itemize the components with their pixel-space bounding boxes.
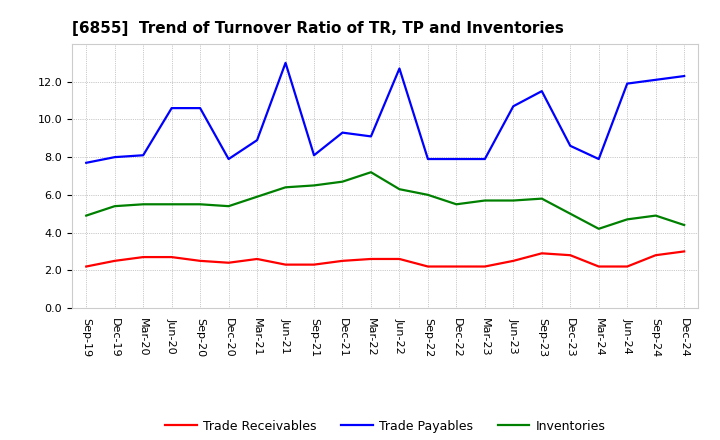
Inventories (338, 179, 347, 184)
Trade Receivables (595, 264, 603, 269)
Trade Receivables (196, 258, 204, 264)
Inventories (537, 196, 546, 201)
Trade Receivables (167, 254, 176, 260)
Inventories (623, 217, 631, 222)
Trade Payables (366, 134, 375, 139)
Trade Receivables (366, 257, 375, 262)
Inventories (82, 213, 91, 218)
Trade Payables (282, 60, 290, 66)
Trade Receivables (310, 262, 318, 267)
Trade Payables (452, 156, 461, 161)
Trade Receivables (139, 254, 148, 260)
Trade Payables (338, 130, 347, 135)
Legend: Trade Receivables, Trade Payables, Inventories: Trade Receivables, Trade Payables, Inven… (161, 414, 610, 437)
Inventories (566, 211, 575, 216)
Trade Receivables (225, 260, 233, 265)
Trade Receivables (282, 262, 290, 267)
Inventories (282, 185, 290, 190)
Inventories (225, 204, 233, 209)
Trade Payables (509, 103, 518, 109)
Trade Receivables (338, 258, 347, 264)
Trade Payables (395, 66, 404, 71)
Trade Payables (110, 154, 119, 160)
Inventories (395, 187, 404, 192)
Inventories (452, 202, 461, 207)
Inventories (310, 183, 318, 188)
Trade Receivables (82, 264, 91, 269)
Trade Payables (139, 153, 148, 158)
Trade Payables (423, 156, 432, 161)
Inventories (480, 198, 489, 203)
Inventories (366, 169, 375, 175)
Trade Payables (652, 77, 660, 82)
Inventories (167, 202, 176, 207)
Trade Payables (537, 88, 546, 94)
Text: [6855]  Trend of Turnover Ratio of TR, TP and Inventories: [6855] Trend of Turnover Ratio of TR, TP… (72, 21, 564, 36)
Line: Trade Payables: Trade Payables (86, 63, 684, 163)
Trade Receivables (480, 264, 489, 269)
Trade Payables (167, 106, 176, 111)
Trade Payables (82, 160, 91, 165)
Inventories (509, 198, 518, 203)
Trade Receivables (566, 253, 575, 258)
Trade Payables (310, 153, 318, 158)
Trade Payables (595, 156, 603, 161)
Trade Payables (253, 138, 261, 143)
Trade Receivables (680, 249, 688, 254)
Line: Inventories: Inventories (86, 172, 684, 229)
Inventories (253, 194, 261, 199)
Trade Payables (196, 106, 204, 111)
Trade Receivables (537, 251, 546, 256)
Inventories (595, 226, 603, 231)
Trade Receivables (509, 258, 518, 264)
Inventories (139, 202, 148, 207)
Trade Payables (623, 81, 631, 86)
Trade Payables (566, 143, 575, 148)
Trade Receivables (423, 264, 432, 269)
Trade Receivables (253, 257, 261, 262)
Trade Receivables (110, 258, 119, 264)
Inventories (196, 202, 204, 207)
Line: Trade Receivables: Trade Receivables (86, 251, 684, 267)
Trade Payables (680, 73, 688, 79)
Trade Receivables (623, 264, 631, 269)
Trade Receivables (452, 264, 461, 269)
Trade Receivables (652, 253, 660, 258)
Trade Payables (480, 156, 489, 161)
Inventories (110, 204, 119, 209)
Trade Payables (225, 156, 233, 161)
Inventories (423, 192, 432, 198)
Trade Receivables (395, 257, 404, 262)
Inventories (680, 222, 688, 227)
Inventories (652, 213, 660, 218)
